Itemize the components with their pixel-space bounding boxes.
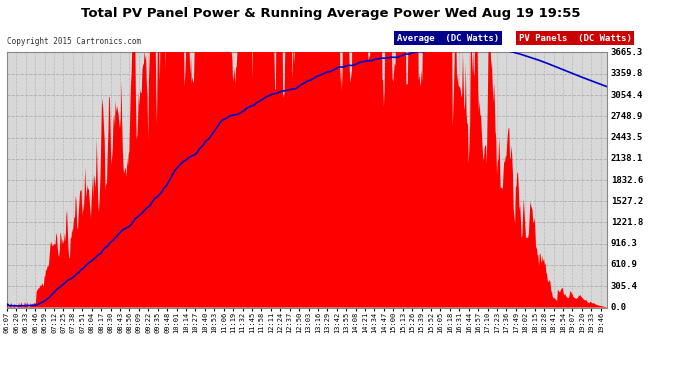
Text: 0.0: 0.0 xyxy=(611,303,627,312)
Text: 916.3: 916.3 xyxy=(611,239,638,248)
Text: 3054.4: 3054.4 xyxy=(611,90,643,99)
Text: 3665.3: 3665.3 xyxy=(611,48,643,57)
Text: Average  (DC Watts): Average (DC Watts) xyxy=(397,34,499,43)
Text: 1527.2: 1527.2 xyxy=(611,197,643,206)
Text: 2138.1: 2138.1 xyxy=(611,154,643,163)
Text: 1221.8: 1221.8 xyxy=(611,218,643,227)
Text: 305.4: 305.4 xyxy=(611,282,638,291)
Text: 2443.5: 2443.5 xyxy=(611,133,643,142)
Text: 3359.8: 3359.8 xyxy=(611,69,643,78)
Text: Copyright 2015 Cartronics.com: Copyright 2015 Cartronics.com xyxy=(7,38,141,46)
Text: Total PV Panel Power & Running Average Power Wed Aug 19 19:55: Total PV Panel Power & Running Average P… xyxy=(81,8,581,21)
Text: PV Panels  (DC Watts): PV Panels (DC Watts) xyxy=(519,34,632,43)
Text: 2748.9: 2748.9 xyxy=(611,112,643,121)
Text: 1832.6: 1832.6 xyxy=(611,176,643,184)
Text: 610.9: 610.9 xyxy=(611,261,638,270)
